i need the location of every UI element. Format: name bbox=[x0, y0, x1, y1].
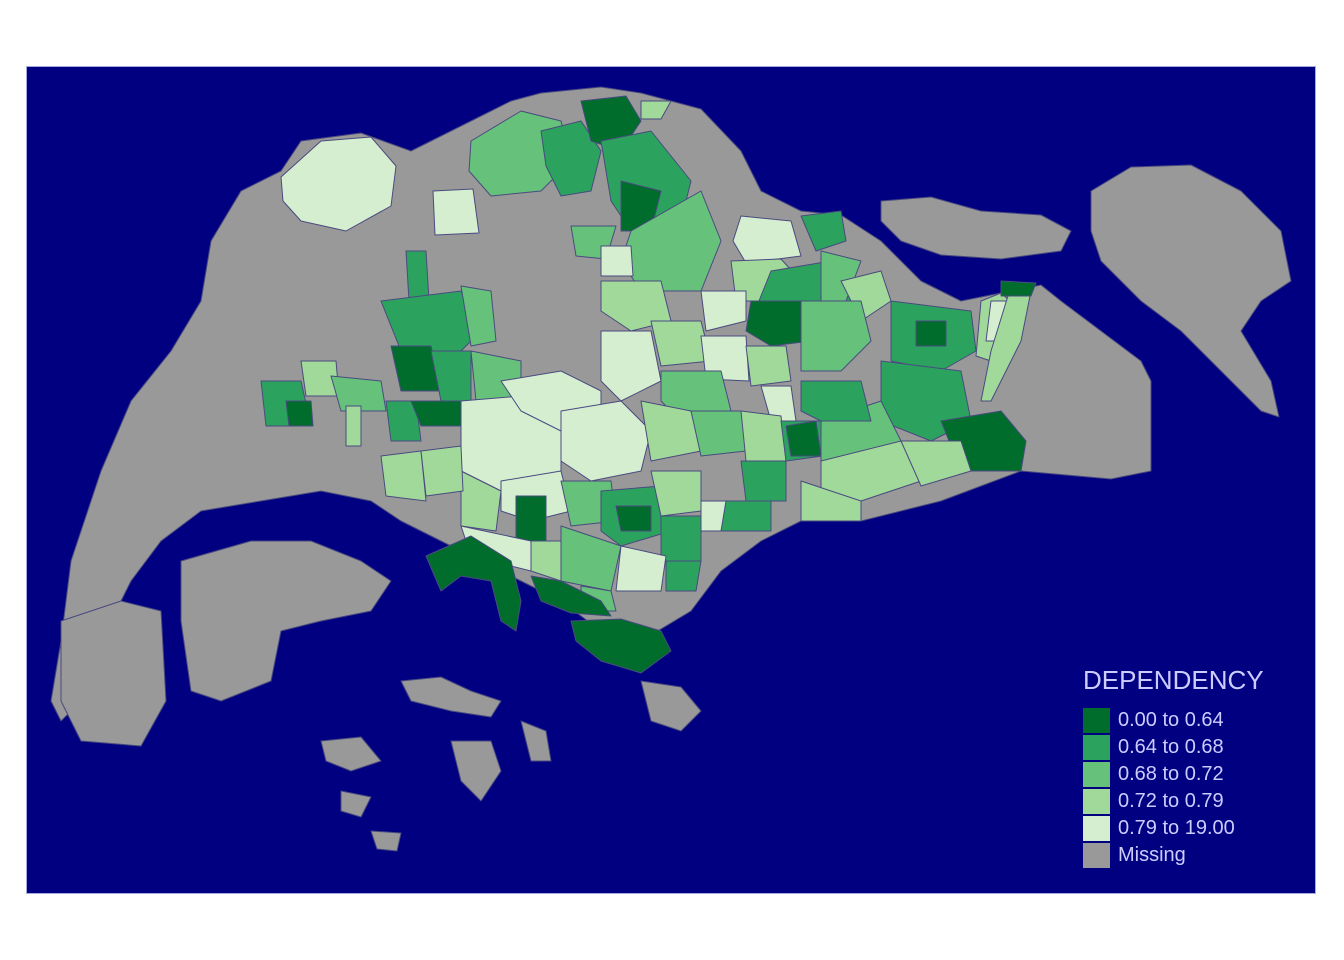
legend-swatch bbox=[1083, 735, 1110, 760]
zone bbox=[425, 535, 522, 632]
legend-item: 0.68 to 0.72 bbox=[1083, 761, 1303, 788]
legend-item: 0.79 to 19.00 bbox=[1083, 815, 1303, 842]
island-jurong bbox=[180, 540, 392, 702]
legend-label: 0.72 to 0.79 bbox=[1118, 790, 1224, 812]
zone bbox=[460, 470, 502, 532]
legend-title: DEPENDENCY bbox=[1083, 665, 1264, 695]
island-south-4 bbox=[340, 790, 372, 818]
zone bbox=[385, 400, 422, 442]
zone bbox=[900, 440, 972, 487]
zone bbox=[600, 245, 634, 277]
island-south-6 bbox=[520, 720, 552, 762]
zone bbox=[700, 500, 727, 532]
legend-item: Missing bbox=[1083, 842, 1303, 869]
island-jurong-west bbox=[60, 600, 167, 747]
zone bbox=[740, 460, 787, 502]
zone bbox=[515, 495, 547, 542]
zone bbox=[745, 300, 812, 347]
island-sentosa bbox=[570, 618, 672, 674]
zone bbox=[330, 375, 387, 412]
legend-item: 0.72 to 0.79 bbox=[1083, 788, 1303, 815]
zone bbox=[800, 300, 872, 372]
island-south-5 bbox=[370, 830, 402, 852]
zone bbox=[460, 285, 497, 347]
legend-label: 0.68 to 0.72 bbox=[1118, 763, 1224, 785]
legend-entries: 0.00 to 0.64 0.64 to 0.68 0.68 to 0.72 0… bbox=[1083, 707, 1303, 869]
zone bbox=[660, 515, 702, 562]
zone bbox=[420, 445, 464, 497]
zone bbox=[380, 450, 427, 502]
zone bbox=[432, 188, 480, 236]
legend-swatch bbox=[1083, 816, 1110, 841]
zone bbox=[800, 480, 862, 522]
zone bbox=[530, 575, 612, 617]
zone bbox=[732, 215, 802, 264]
island-south-2 bbox=[450, 740, 502, 802]
planning-zones bbox=[260, 95, 1037, 632]
island-ubin bbox=[880, 196, 1072, 260]
map-legend: DEPENDENCY 0.00 to 0.64 0.64 to 0.68 0.6… bbox=[1083, 665, 1303, 869]
legend-swatch bbox=[1083, 708, 1110, 733]
legend-swatch bbox=[1083, 762, 1110, 787]
zone bbox=[600, 280, 672, 332]
zone bbox=[540, 120, 602, 197]
zone bbox=[600, 330, 662, 402]
legend-swatch bbox=[1083, 789, 1110, 814]
zone bbox=[640, 100, 672, 120]
zone bbox=[615, 545, 667, 592]
choropleth-map bbox=[50, 86, 1292, 852]
zone bbox=[700, 335, 750, 382]
island-south-7 bbox=[640, 680, 702, 732]
zone bbox=[700, 290, 747, 332]
zone bbox=[740, 410, 787, 462]
zone bbox=[800, 380, 872, 422]
zone bbox=[800, 210, 847, 252]
map-panel: DEPENDENCY 0.00 to 0.64 0.64 to 0.68 0.6… bbox=[26, 66, 1316, 894]
zone bbox=[615, 505, 652, 532]
zone bbox=[785, 420, 822, 457]
island-tekong bbox=[1090, 164, 1292, 418]
zone bbox=[665, 560, 702, 592]
zone bbox=[405, 250, 430, 302]
zone bbox=[690, 410, 747, 457]
zone bbox=[410, 400, 467, 427]
legend-item: 0.64 to 0.68 bbox=[1083, 734, 1303, 761]
legend-item: 0.00 to 0.64 bbox=[1083, 707, 1303, 734]
legend-label: Missing bbox=[1118, 844, 1186, 866]
island-south-3 bbox=[320, 736, 382, 772]
zone bbox=[345, 405, 362, 447]
zone bbox=[915, 320, 947, 347]
zone bbox=[1000, 280, 1037, 297]
zone bbox=[285, 400, 314, 427]
zone bbox=[980, 285, 1032, 402]
legend-label: 0.79 to 19.00 bbox=[1118, 817, 1235, 839]
island-south-1 bbox=[400, 676, 502, 718]
zone bbox=[745, 345, 792, 387]
legend-swatch bbox=[1083, 843, 1110, 868]
legend-label: 0.64 to 0.68 bbox=[1118, 736, 1224, 758]
zone bbox=[280, 136, 397, 232]
zone bbox=[380, 290, 482, 362]
legend-label: 0.00 to 0.64 bbox=[1118, 709, 1224, 731]
